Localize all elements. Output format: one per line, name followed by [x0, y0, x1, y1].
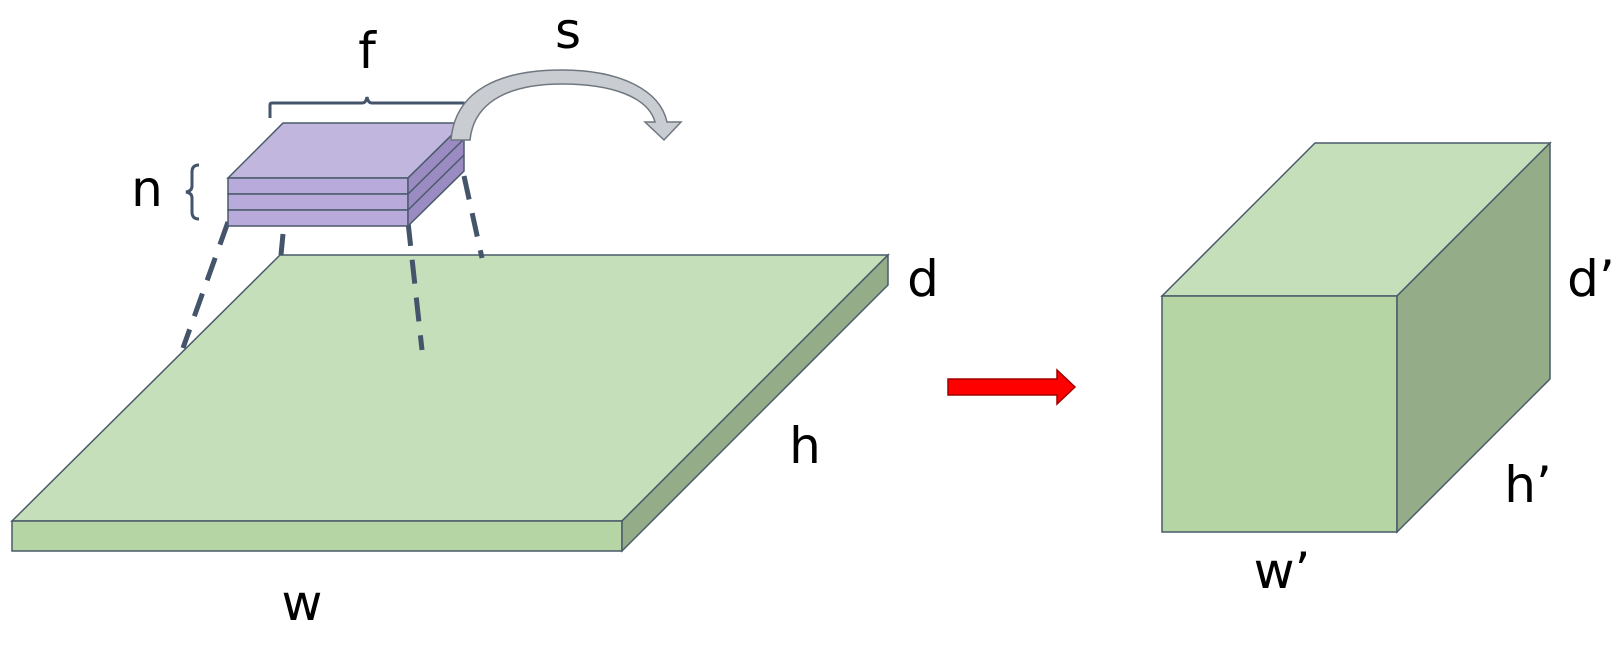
input-width-label: w	[282, 574, 323, 632]
stride-arrow	[450, 69, 683, 142]
filter-stack	[226, 121, 466, 228]
output-height-label: h’	[1504, 456, 1552, 514]
filter-side-divider	[407, 154, 465, 211]
input-height-label: h	[789, 417, 821, 475]
filter-count-label: n	[131, 160, 163, 218]
output-volume-front	[1161, 295, 1398, 533]
filter-size-label: f	[358, 22, 377, 80]
projection-line	[180, 221, 231, 349]
output-depth-label: d’	[1567, 250, 1615, 308]
stride-label: s	[555, 2, 581, 60]
input-volume	[10, 253, 890, 553]
filter-layer-1	[227, 177, 409, 195]
transform-arrow	[947, 368, 1077, 406]
input-volume-side	[621, 253, 889, 553]
projection-line	[461, 175, 485, 259]
output-volume-side	[1396, 141, 1551, 534]
filter-projection-lines	[180, 175, 485, 351]
filter-layer-2	[227, 193, 409, 211]
input-depth-label: d	[907, 250, 939, 308]
input-volume-front	[11, 520, 623, 552]
projection-line	[405, 221, 425, 351]
filter-size-bracket	[268, 96, 467, 118]
projection-line	[278, 233, 286, 256]
output-width-label: w’	[1254, 542, 1311, 600]
filter-count-brace	[185, 163, 200, 221]
output-volume	[1160, 141, 1552, 534]
filter-layer-3	[227, 209, 409, 227]
filter-side-divider	[407, 138, 465, 195]
